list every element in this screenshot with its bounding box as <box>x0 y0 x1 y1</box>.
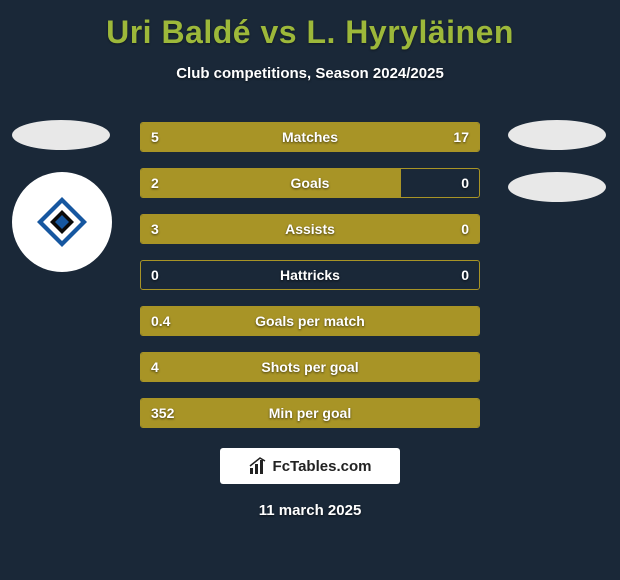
stat-value-right: 17 <box>453 123 469 151</box>
stats-bars: 517Matches20Goals30Assists00Hattricks0.4… <box>140 122 480 444</box>
stat-bar-left <box>141 353 479 381</box>
stat-row: 352Min per goal <box>140 398 480 428</box>
stat-value-left: 3 <box>151 215 159 243</box>
stat-row: 0.4Goals per match <box>140 306 480 336</box>
stat-row: 30Assists <box>140 214 480 244</box>
placeholder-badge <box>12 120 110 150</box>
footer-date: 11 march 2025 <box>0 502 620 519</box>
stat-bar-left <box>141 169 401 197</box>
stat-bar-right <box>218 123 479 151</box>
stat-value-right: 0 <box>461 169 469 197</box>
stat-row: 4Shots per goal <box>140 352 480 382</box>
stat-row: 0 0Hattricks <box>140 260 480 290</box>
stat-label: Hattricks <box>141 261 479 289</box>
stat-value-left: 352 <box>151 399 174 427</box>
stat-value-left: 5 <box>151 123 159 151</box>
stat-bar-left <box>141 307 479 335</box>
placeholder-badge <box>508 120 606 150</box>
subtitle: Club competitions, Season 2024/2025 <box>0 65 620 82</box>
brand-logo: FcTables.com <box>220 448 400 484</box>
stat-row: 20Goals <box>140 168 480 198</box>
left-badges <box>12 120 112 272</box>
stat-row: 517Matches <box>140 122 480 152</box>
stat-value-right: 0 <box>461 215 469 243</box>
right-badges <box>508 120 608 224</box>
hsv-diamond-icon <box>37 197 87 247</box>
stat-value-right: 0 <box>461 261 469 289</box>
stat-bar-left <box>141 215 479 243</box>
chart-icon <box>249 457 267 475</box>
hsv-badge <box>12 172 112 272</box>
brand-text: FcTables.com <box>273 458 372 475</box>
stat-bar-left <box>141 399 479 427</box>
stat-value-left: 4 <box>151 353 159 381</box>
page-title: Uri Baldé vs L. Hyryläinen <box>0 0 620 51</box>
stat-value-left: 2 <box>151 169 159 197</box>
stat-value-left: 0 <box>151 261 159 289</box>
placeholder-badge <box>508 172 606 202</box>
stat-value-left: 0.4 <box>151 307 170 335</box>
